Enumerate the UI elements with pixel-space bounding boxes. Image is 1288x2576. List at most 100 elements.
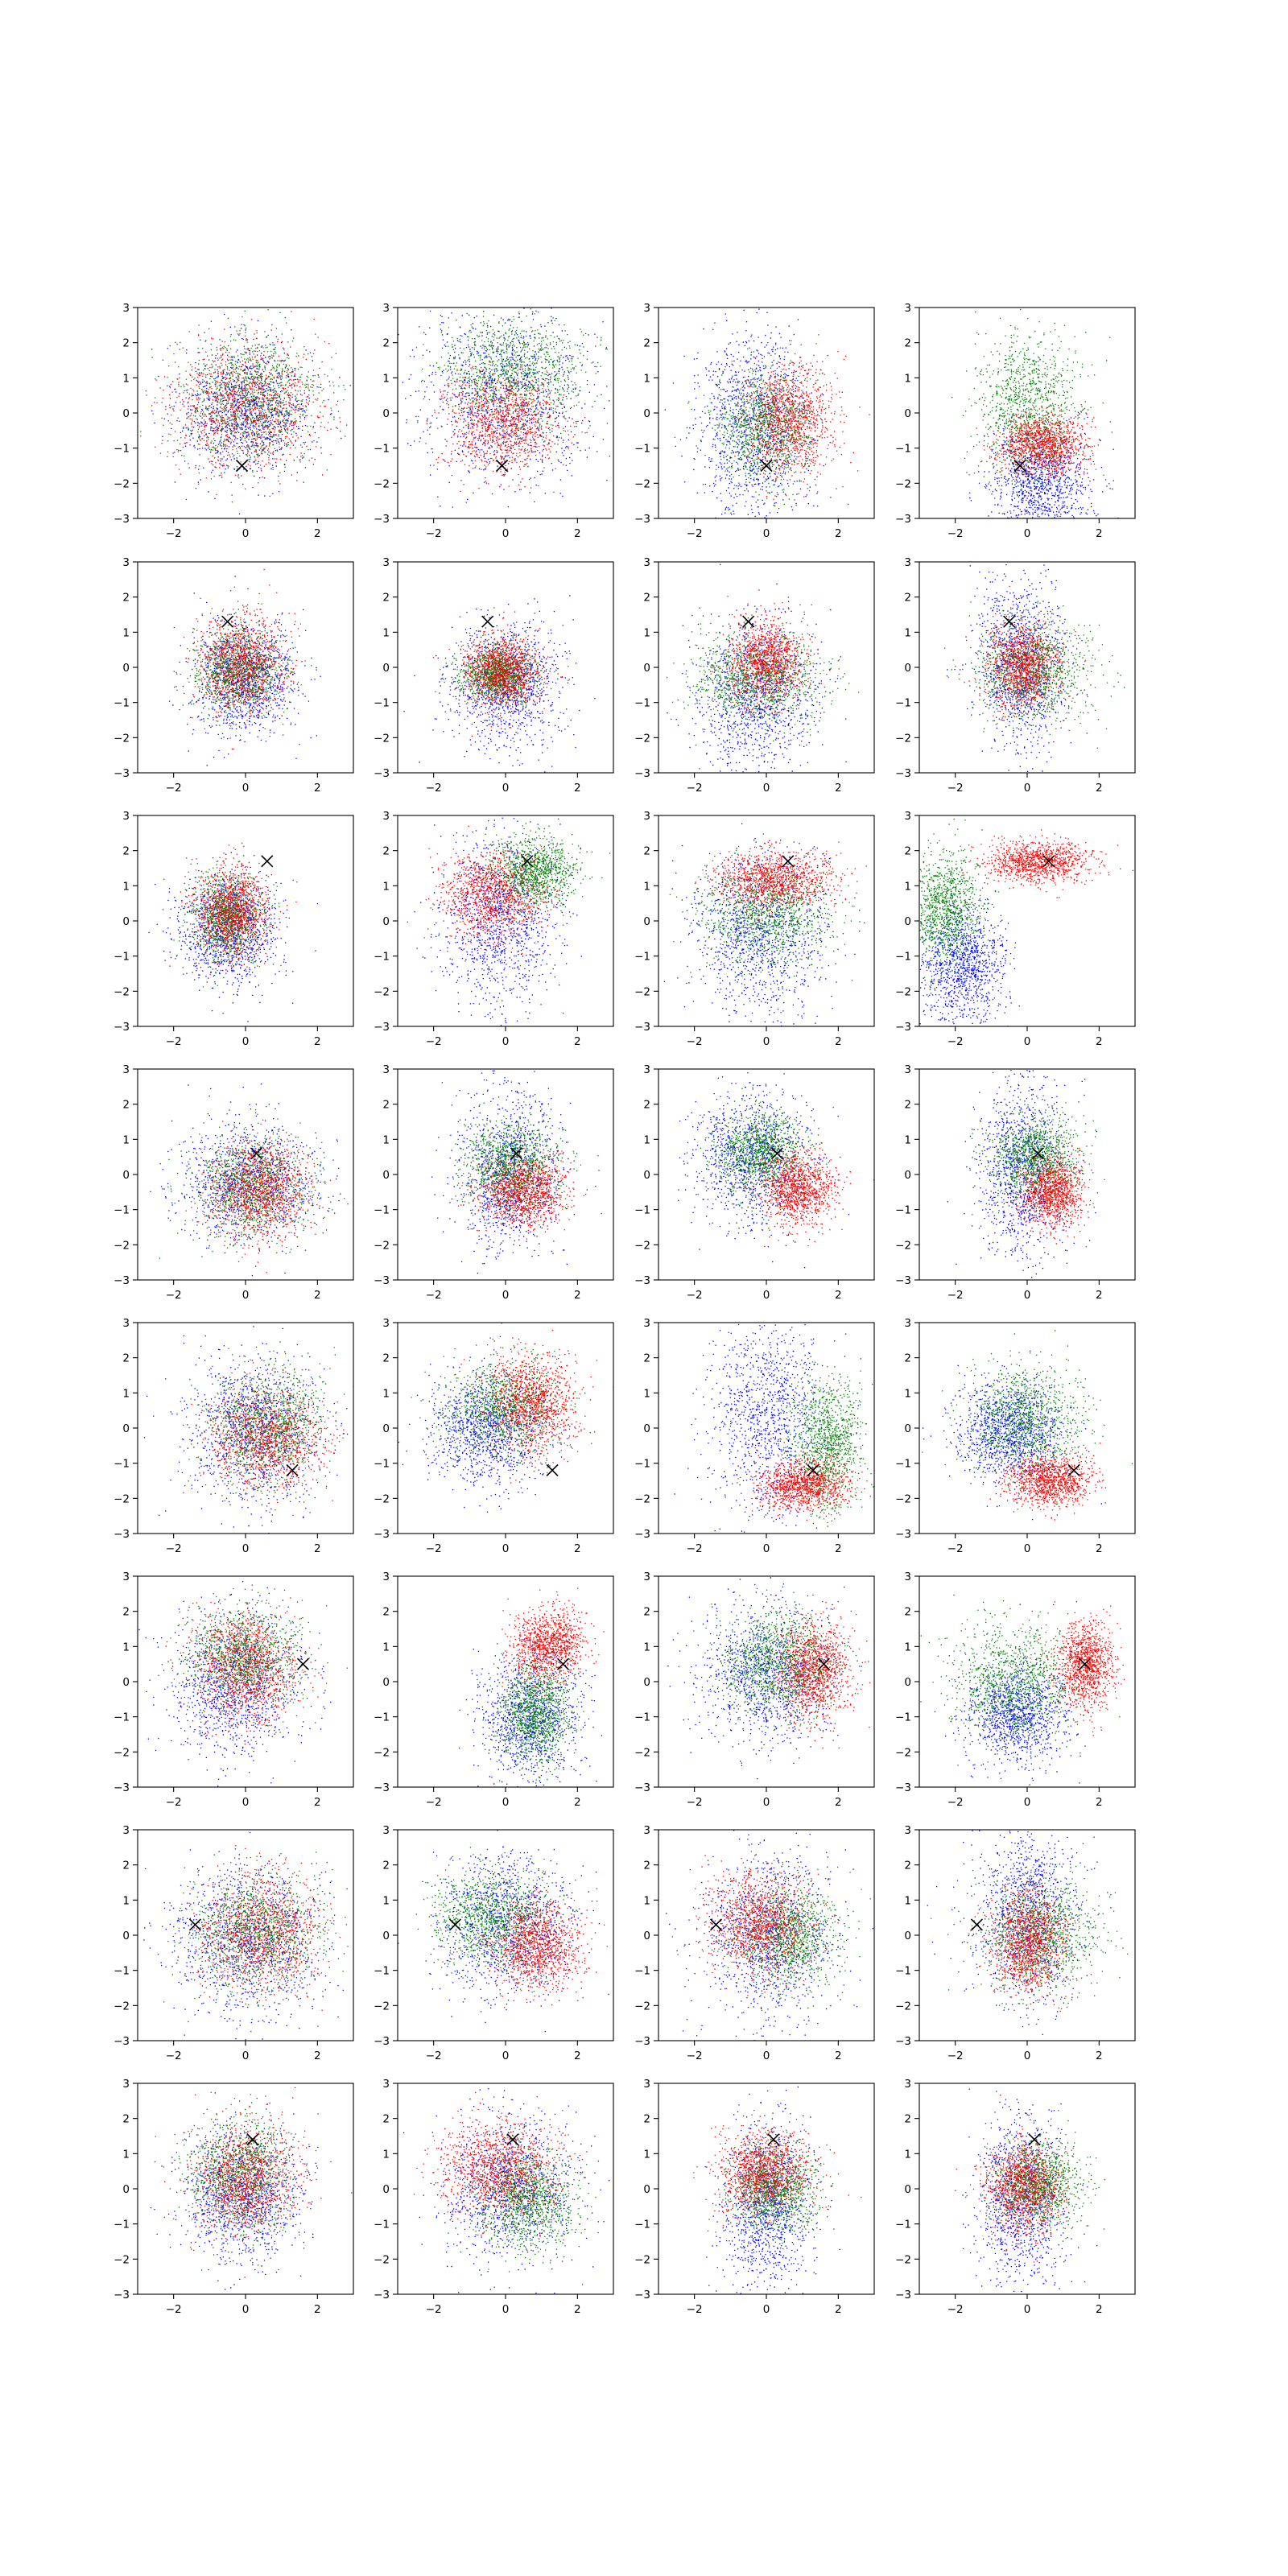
x-marker <box>481 615 494 628</box>
x-tick-label: −2 <box>166 527 182 540</box>
x-tick-label: 0 <box>1024 2303 1031 2316</box>
y-tick-label: 0 <box>904 407 911 420</box>
y-tick-label: 0 <box>904 915 911 928</box>
y-tick-label: 2 <box>643 337 650 350</box>
subplot-r5-c3: −2 0 2 −3 −2 −1 0 1 2 3 <box>895 1571 1136 1809</box>
y-tick-label: −3 <box>634 2035 650 2048</box>
y-tick-label: −1 <box>634 1204 650 1217</box>
y-tick-label: 0 <box>643 662 650 675</box>
y-tick-label: 2 <box>122 1860 130 1872</box>
y-tick-label: 2 <box>122 845 130 858</box>
y-tick-label: −2 <box>634 732 650 745</box>
y-tick-label: −1 <box>895 1711 911 1724</box>
y-tick-label: 1 <box>643 1133 650 1146</box>
y-tick-label: 1 <box>904 1133 911 1146</box>
y-tick-label: −3 <box>895 767 911 780</box>
y-tick-label: −2 <box>895 1492 911 1505</box>
x-tick-label: 0 <box>763 2303 770 2316</box>
series-green-points <box>154 2091 332 2271</box>
series-green-points <box>448 2110 599 2285</box>
series-red <box>161 1584 328 1746</box>
series-red <box>175 1121 345 1274</box>
y-tick-label: −1 <box>895 1965 911 1978</box>
subplot-r3-c2: −2 0 2 −3 −2 −1 0 1 2 3 <box>634 1063 875 1302</box>
x-tick-label: −2 <box>426 1289 442 1302</box>
x-tick-label: −2 <box>687 1289 703 1302</box>
x-marker <box>250 1147 262 1160</box>
x-tick-label: 2 <box>1096 1542 1103 1555</box>
x-tick-label: 0 <box>502 2050 510 2062</box>
x-marker <box>742 615 755 628</box>
series-blue <box>666 1830 873 2041</box>
y-tick-label: −2 <box>634 1746 650 1759</box>
y-tick-label: 3 <box>643 556 650 569</box>
y-tick-label: 1 <box>643 1894 650 1907</box>
x-tick-label: 0 <box>1024 2050 1031 2062</box>
x-tick-label: 0 <box>242 782 250 795</box>
y-tick-label: −3 <box>634 1781 650 1794</box>
y-tick-label: 2 <box>643 845 650 858</box>
y-tick-label: 0 <box>904 1676 911 1689</box>
series-blue-points <box>151 313 351 514</box>
y-tick-label: −2 <box>114 1492 130 1505</box>
x-tick-label: 2 <box>835 527 842 540</box>
x-tick-label: 0 <box>242 2303 250 2316</box>
y-tick-label: −2 <box>374 1239 390 1252</box>
series-red-points <box>966 585 1088 727</box>
series-green <box>922 1330 1133 1516</box>
x-tick-label: 0 <box>763 1542 770 1555</box>
x-tick-label: −2 <box>947 527 964 540</box>
y-tick-label: −2 <box>895 2000 911 2013</box>
scatter-points <box>403 2088 610 2294</box>
y-tick-label: 0 <box>122 915 130 928</box>
x-marker <box>1042 855 1055 868</box>
y-tick-label: 0 <box>382 1169 390 1182</box>
y-tick-label: −1 <box>374 1204 390 1217</box>
y-tick-label: 0 <box>382 2183 390 2196</box>
y-tick-label: −2 <box>634 2253 650 2266</box>
y-tick-label: −1 <box>634 1965 650 1978</box>
y-tick-label: 1 <box>904 880 911 893</box>
y-tick-label: −1 <box>114 951 130 964</box>
y-tick-label: 2 <box>122 2113 130 2126</box>
y-tick-label: 2 <box>382 845 390 858</box>
y-tick-label: 0 <box>122 1676 130 1689</box>
x-tick-label: 0 <box>242 1542 250 1555</box>
subplot-r6-c0: −2 0 2 −3 −2 −1 0 1 2 3 <box>114 1824 354 2062</box>
x-tick-label: −2 <box>166 782 182 795</box>
y-tick-label: −1 <box>374 1458 390 1471</box>
y-tick-label: 2 <box>122 337 130 350</box>
y-tick-label: 0 <box>643 1676 650 1689</box>
y-tick-label: 2 <box>643 2113 650 2126</box>
y-tick-label: 0 <box>122 1930 130 1942</box>
series-green <box>920 1594 1121 1766</box>
y-tick-label: −1 <box>374 951 390 964</box>
y-tick-label: −2 <box>114 985 130 998</box>
y-tick-label: 1 <box>904 2148 911 2161</box>
y-tick-label: −3 <box>895 2289 911 2301</box>
y-tick-label: −1 <box>374 697 390 710</box>
subplot-r4-c2: −2 0 2 −3 −2 −1 0 1 2 3 <box>634 1317 875 1555</box>
x-tick-label: 2 <box>1096 1796 1103 1809</box>
x-marker <box>235 459 249 473</box>
x-tick-label: −2 <box>426 1035 442 1048</box>
x-tick-label: 2 <box>1096 2303 1103 2316</box>
series-green-points <box>707 2128 862 2252</box>
y-tick-label: −2 <box>374 2000 390 2013</box>
y-tick-label: 2 <box>904 1352 911 1365</box>
series-red <box>955 2095 1076 2263</box>
x-tick-label: −2 <box>687 527 703 540</box>
series-red-points <box>982 1433 1107 1521</box>
x-tick-label: 2 <box>314 2303 321 2316</box>
y-tick-label: 1 <box>122 2148 130 2161</box>
y-tick-label: 1 <box>904 372 911 385</box>
subplot-r6-c3: −2 0 2 −3 −2 −1 0 1 2 3 <box>895 1824 1136 2062</box>
scatter-points <box>150 1083 349 1277</box>
y-tick-label: −2 <box>114 2000 130 2013</box>
series-red-points <box>432 607 570 737</box>
y-tick-label: −2 <box>895 1239 911 1252</box>
y-tick-label: 0 <box>643 915 650 928</box>
y-tick-label: 0 <box>643 1930 650 1942</box>
y-tick-label: −1 <box>114 443 130 456</box>
y-tick-label: 3 <box>122 810 130 823</box>
